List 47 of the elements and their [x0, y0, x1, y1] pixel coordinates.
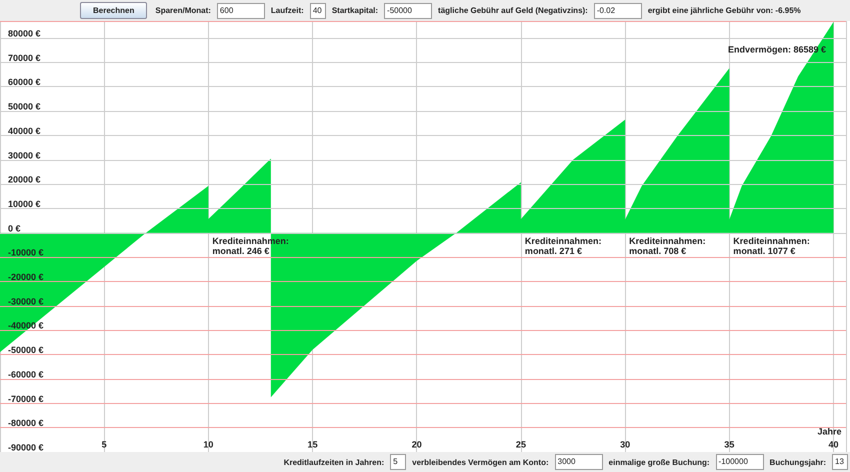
text: einmalige große Buchung: [608, 458, 710, 466]
y-tick-label: 60000 € [8, 77, 41, 88]
y-tick-label: 40000 € [8, 126, 41, 136]
text-field: 600 [216, 2, 265, 18]
text-field: 5 [390, 454, 406, 470]
button: Berechnen [80, 2, 148, 19]
y-tick-label: -50000 € [8, 345, 44, 356]
y-tick-label: -70000 € [8, 394, 44, 404]
y-tick-label: -30000 € [8, 296, 44, 306]
annotation: Krediteinnahmen: monatl. 708 € [629, 236, 706, 256]
y-tick-label: -90000 € [8, 442, 44, 452]
x-tick-label: 10 [203, 440, 214, 450]
y-tick-label: 10000 € [8, 198, 41, 209]
x-tick-label: 30 [620, 440, 630, 450]
text-field: 40 [310, 2, 326, 18]
text: Laufzeit: [270, 6, 304, 15]
y-tick-label: -20000 € [8, 272, 44, 282]
y-tick-label: -60000 € [8, 369, 44, 380]
text: ergibt eine jährliche Gebühr von: -6.95% [648, 6, 801, 15]
text-field: -50000 [384, 2, 432, 18]
y-tick-label: 70000 € [8, 52, 41, 63]
x-tick-label: 20 [412, 440, 422, 450]
x-tick-label: 5 [102, 440, 107, 450]
text: verbleibendes Vermögen am Konto: [412, 458, 549, 466]
text: Buchungsjahr: [770, 458, 826, 466]
text-field: -0.02 [594, 2, 642, 18]
text-field: -100000 [716, 454, 764, 470]
x-tick-label: 25 [516, 440, 526, 450]
text: tägliche Gebühr auf Geld (Negativzins): [438, 6, 588, 15]
y-tick-label: 30000 € [8, 150, 41, 160]
x-tick-label: 15 [308, 440, 318, 450]
text-field: 3000 [554, 454, 603, 470]
x-tick-label: 40 [828, 440, 839, 450]
y-tick-label: 50000 € [8, 102, 41, 112]
x-tick-label: 35 [724, 440, 734, 450]
y-tick-label: 20000 € [8, 174, 41, 185]
y-tick-label: -80000 € [8, 418, 44, 428]
text: Kreditlaufzeiten in Jahren: [284, 458, 384, 466]
text: Startkapital: [332, 6, 378, 15]
annotation: Krediteinnahmen: monatl. 1077 € [733, 236, 810, 256]
y-tick-label: 0 € [8, 223, 21, 234]
y-tick-label: 80000 € [8, 28, 41, 39]
annotation: Krediteinnahmen: monatl. 271 € [524, 236, 602, 256]
y-tick-label: -10000 € [8, 248, 44, 258]
x-axis-title: Jahre [817, 426, 842, 436]
text-field: 13 [832, 454, 848, 470]
text: Sparen/Monat: [155, 6, 211, 15]
